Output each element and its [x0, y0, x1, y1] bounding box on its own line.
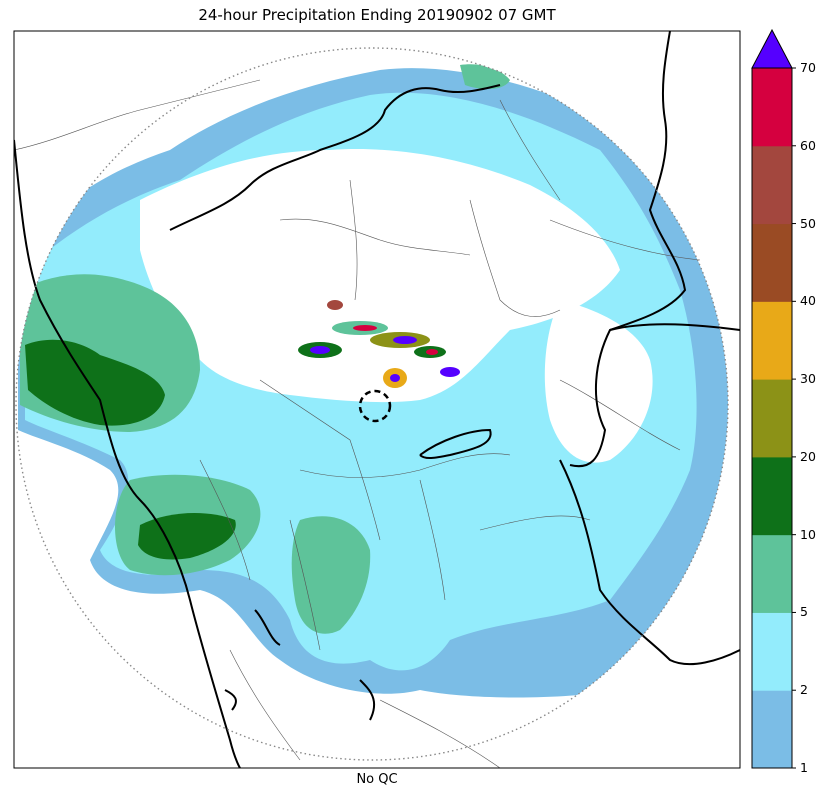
map-xlabel: No QC — [356, 772, 398, 787]
colorbar-tick-label: 70 — [800, 60, 816, 75]
colorbar-segment — [752, 145, 792, 225]
radar-site-ring — [358, 389, 392, 423]
precipitation-field — [18, 64, 728, 698]
colorbar-tick-label: 30 — [800, 371, 816, 387]
colorbar-tick-label: 40 — [800, 293, 816, 309]
colorbar — [751, 28, 796, 769]
colorbar-segment — [752, 301, 792, 380]
convective-cells — [298, 300, 460, 388]
colorbar-tick-label: 2 — [800, 682, 808, 698]
colorbar-tick-label: 5 — [800, 604, 808, 620]
colorbar-segment — [752, 612, 792, 691]
colorbar-segment — [752, 68, 792, 147]
colorbar-outline — [751, 67, 793, 769]
precip-band-10-20-west — [25, 339, 165, 426]
colorbar-segment — [752, 534, 792, 613]
colorbar-tick-label: 10 — [800, 526, 816, 542]
colorbar-segment — [752, 223, 792, 302]
dry-region — [140, 149, 620, 403]
dry-region-east — [544, 300, 653, 463]
district-boundaries — [14, 79, 701, 768]
colorbar-segment — [752, 456, 792, 536]
colorbar-segment — [752, 690, 792, 769]
range-ring — [15, 47, 729, 761]
colorbar-extend-triangle — [751, 28, 793, 69]
colorbar-tick-label: 1 — [800, 760, 808, 775]
map-frame — [13, 30, 741, 769]
chart-title: 24-hour Precipitation Ending 20190902 07… — [198, 6, 556, 24]
precip-band-5-10-south — [291, 516, 371, 634]
state-boundaries — [14, 31, 740, 768]
colorbar-segment — [752, 379, 792, 458]
colorbar-tick-label: 60 — [800, 137, 816, 153]
colorbar-tick-label: 20 — [800, 448, 816, 464]
colorbar-tick-label: 50 — [800, 215, 816, 231]
precip-band-5-10-north — [460, 64, 510, 90]
precip-band-10-20-southwest — [138, 513, 236, 560]
